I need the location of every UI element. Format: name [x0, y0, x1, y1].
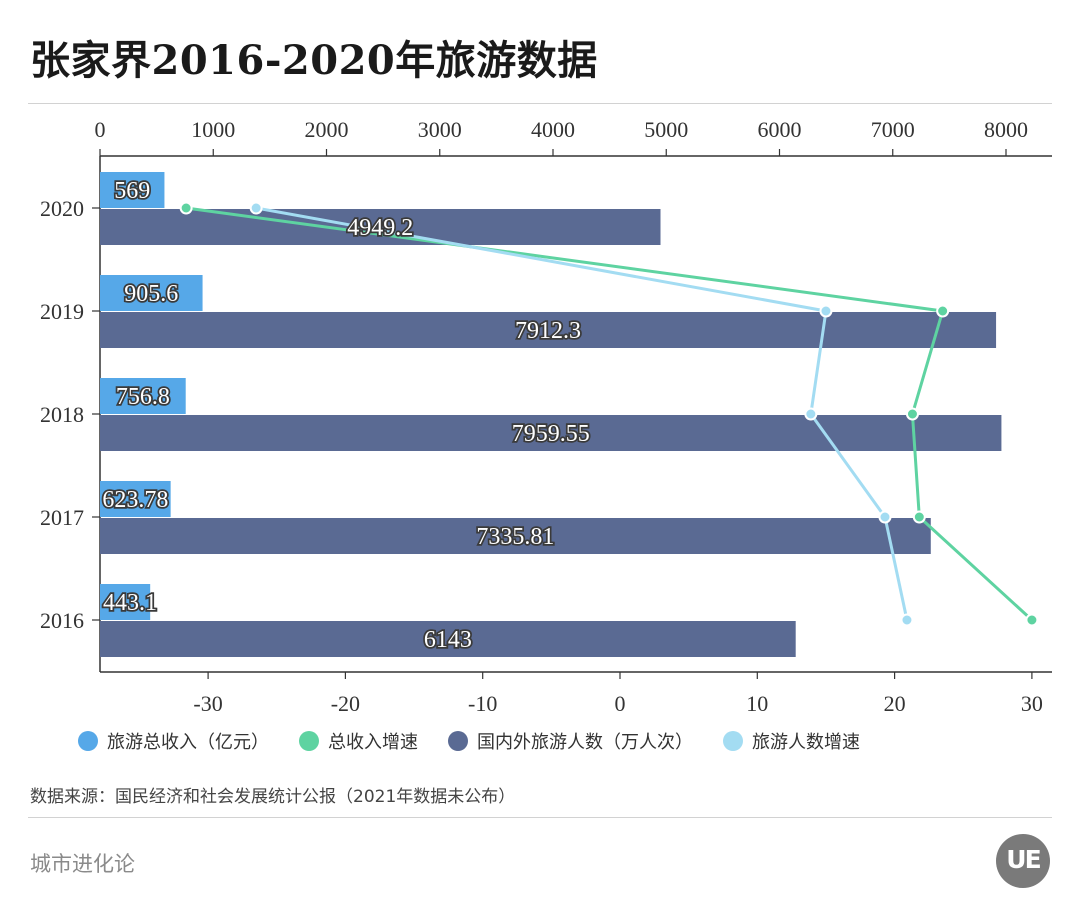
- label-visitors: 7335.81: [476, 524, 554, 550]
- bar-revenue: [100, 584, 151, 620]
- revenue-growth-point: [1025, 613, 1039, 627]
- top-axis-tick-label: 5000: [644, 117, 688, 142]
- label-visitors: 6143: [424, 627, 472, 653]
- bar-visitors: [100, 209, 661, 245]
- legend-label-visitors: 国内外旅游人数（万人次）: [477, 732, 693, 753]
- bar-revenue: [100, 378, 186, 414]
- label-visitors: 7959.55: [512, 421, 590, 447]
- bar-visitors: [100, 621, 796, 657]
- y-axis-label: 2019: [40, 299, 84, 324]
- label-visitors: 7912.3: [515, 318, 581, 344]
- data-source-note: 数据来源：国民经济和社会发展统计公报（2021年数据未公布）: [30, 787, 516, 807]
- bar-visitors: [100, 518, 931, 554]
- label-revenue: 905.6: [124, 281, 178, 307]
- top-axis-tick-label: 7000: [871, 117, 915, 142]
- top-axis-tick-label: 6000: [758, 117, 802, 142]
- legend-dot-visitor-growth: [723, 731, 743, 751]
- legend-item-visitor-growth: 旅游人数增速: [723, 728, 860, 754]
- legend-label-visitor-growth: 旅游人数增速: [752, 732, 860, 753]
- bottom-axis-tick-label: 10: [746, 691, 768, 716]
- visitor-growth-point: [900, 613, 914, 627]
- bar-visitors: [100, 312, 997, 348]
- brand-name: 城市进化论: [30, 852, 135, 876]
- revenue-growth-point: [905, 407, 919, 421]
- legend-label-revenue-growth: 总收入增速: [328, 732, 418, 753]
- title-divider: [28, 103, 1052, 104]
- brand-logo-text: UE: [1006, 845, 1041, 874]
- chart: 0 1000 2000 3000 4000 5000 6000 7000 8000 -30 -20 -…: [40, 117, 1052, 716]
- legend-dot-revenue: [78, 731, 98, 751]
- bottom-axis-tick-label: -20: [331, 691, 360, 716]
- bar-revenue: [100, 172, 165, 208]
- label-revenue: 443.1: [103, 590, 157, 616]
- top-axis-tick-label: 1000: [191, 117, 235, 142]
- y-axis-label: 2016: [40, 608, 84, 633]
- bottom-axis-tick-label: 20: [884, 691, 906, 716]
- revenue-growth-point: [936, 304, 950, 318]
- bar-revenue: [100, 481, 171, 517]
- legend-dot-revenue-growth: [299, 731, 319, 751]
- y-axis-label: 2017: [40, 505, 84, 530]
- revenue-growth-line: [185, 206, 1033, 622]
- bottom-axis-tick-label: 0: [615, 691, 626, 716]
- top-axis-tick-label: 0: [95, 117, 106, 142]
- legend-item-visitors: 国内外旅游人数（万人次）: [448, 728, 693, 754]
- bottom-axis-tick-label: -30: [193, 691, 222, 716]
- bar-visitors: [100, 415, 1002, 451]
- legend-label-revenue: 旅游总收入（亿元）: [107, 732, 269, 753]
- legend-item-revenue: 旅游总收入（亿元）: [78, 728, 269, 754]
- chart-title: 张家界2016-2020年旅游数据: [30, 37, 598, 84]
- bar-revenue: [100, 275, 203, 311]
- label-visitors: 4949.2: [347, 215, 413, 241]
- y-axis-label: 2018: [40, 402, 84, 427]
- visitor-growth-point: [819, 304, 833, 318]
- y-axis-label: 2020: [40, 196, 84, 221]
- label-revenue: 569: [114, 178, 150, 204]
- top-axis-tick-label: 4000: [531, 117, 575, 142]
- brand-logo: UE: [996, 834, 1050, 888]
- bottom-axis-tick-label: -10: [468, 691, 497, 716]
- top-axis-tick-label: 3000: [418, 117, 462, 142]
- visitor-growth-point: [878, 510, 892, 524]
- visitor-growth-point: [249, 201, 263, 215]
- bottom-axis-tick-label: 30: [1021, 691, 1043, 716]
- legend: 旅游总收入（亿元） 总收入增速 国内外旅游人数（万人次） 旅游人数增速: [78, 728, 890, 754]
- revenue-growth-point: [912, 510, 926, 524]
- label-revenue: 623.78: [102, 487, 168, 513]
- footer-divider: [28, 817, 1052, 818]
- visitor-growth-point: [804, 407, 818, 421]
- legend-dot-visitors: [448, 731, 468, 751]
- label-revenue: 756.8: [116, 384, 170, 410]
- revenue-growth-point: [179, 201, 193, 215]
- top-axis-tick-label: 8000: [984, 117, 1028, 142]
- legend-item-revenue-growth: 总收入增速: [299, 728, 418, 754]
- top-axis-tick-label: 2000: [305, 117, 349, 142]
